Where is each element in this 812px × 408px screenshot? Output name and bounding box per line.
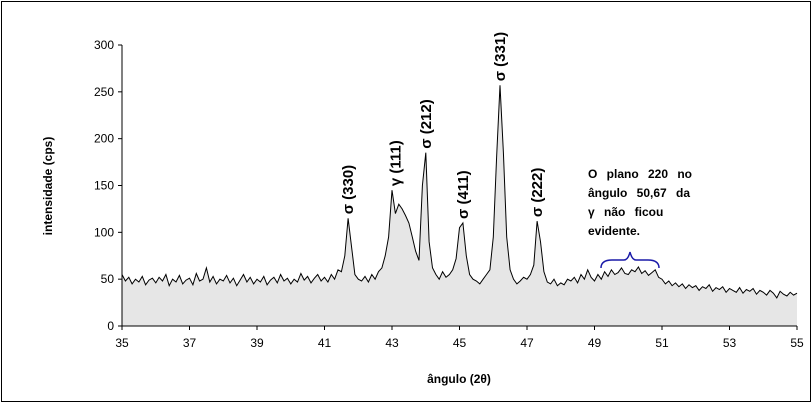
peak-label: σ (212) (418, 99, 435, 148)
y-tick-label: 100 (94, 225, 114, 239)
y-tick-label: 250 (94, 85, 114, 99)
x-tick-label: 35 (115, 336, 129, 350)
note-text: evidente. (588, 224, 640, 238)
x-tick-label: 47 (520, 336, 534, 350)
x-tick-label: 43 (385, 336, 399, 350)
area (122, 85, 797, 326)
note-text: γ não ficou (588, 205, 663, 219)
x-tick-label: 51 (655, 336, 669, 350)
y-tick-label: 50 (101, 272, 115, 286)
x-axis-label: ângulo (2θ) (427, 372, 491, 386)
brace (600, 251, 660, 269)
y-axis-label: intensidade (cps) (41, 137, 55, 236)
y-tick-label: 200 (94, 132, 114, 146)
x-tick-label: 49 (588, 336, 602, 350)
x-tick-label: 55 (790, 336, 804, 350)
note-text: ângulo 50,67 da (588, 186, 690, 200)
peak-label: γ (111) (387, 140, 404, 186)
y-tick-label: 150 (94, 179, 114, 193)
peak-label: σ (222) (529, 168, 546, 217)
line (121, 85, 798, 299)
x-tick-label: 41 (318, 336, 332, 350)
x-tick-label: 45 (453, 336, 467, 350)
x-tick-label: 39 (250, 336, 264, 350)
y-tick-label: 0 (107, 319, 114, 333)
peak-label: σ (331) (492, 32, 509, 81)
x-tick-label: 53 (723, 336, 737, 350)
y-tick-label: 300 (94, 38, 114, 52)
peak-label: σ (411) (455, 170, 472, 219)
peak-label: σ (330) (340, 165, 357, 214)
x-tick-label: 37 (183, 336, 197, 350)
note-text: O plano 220 no (588, 167, 692, 181)
